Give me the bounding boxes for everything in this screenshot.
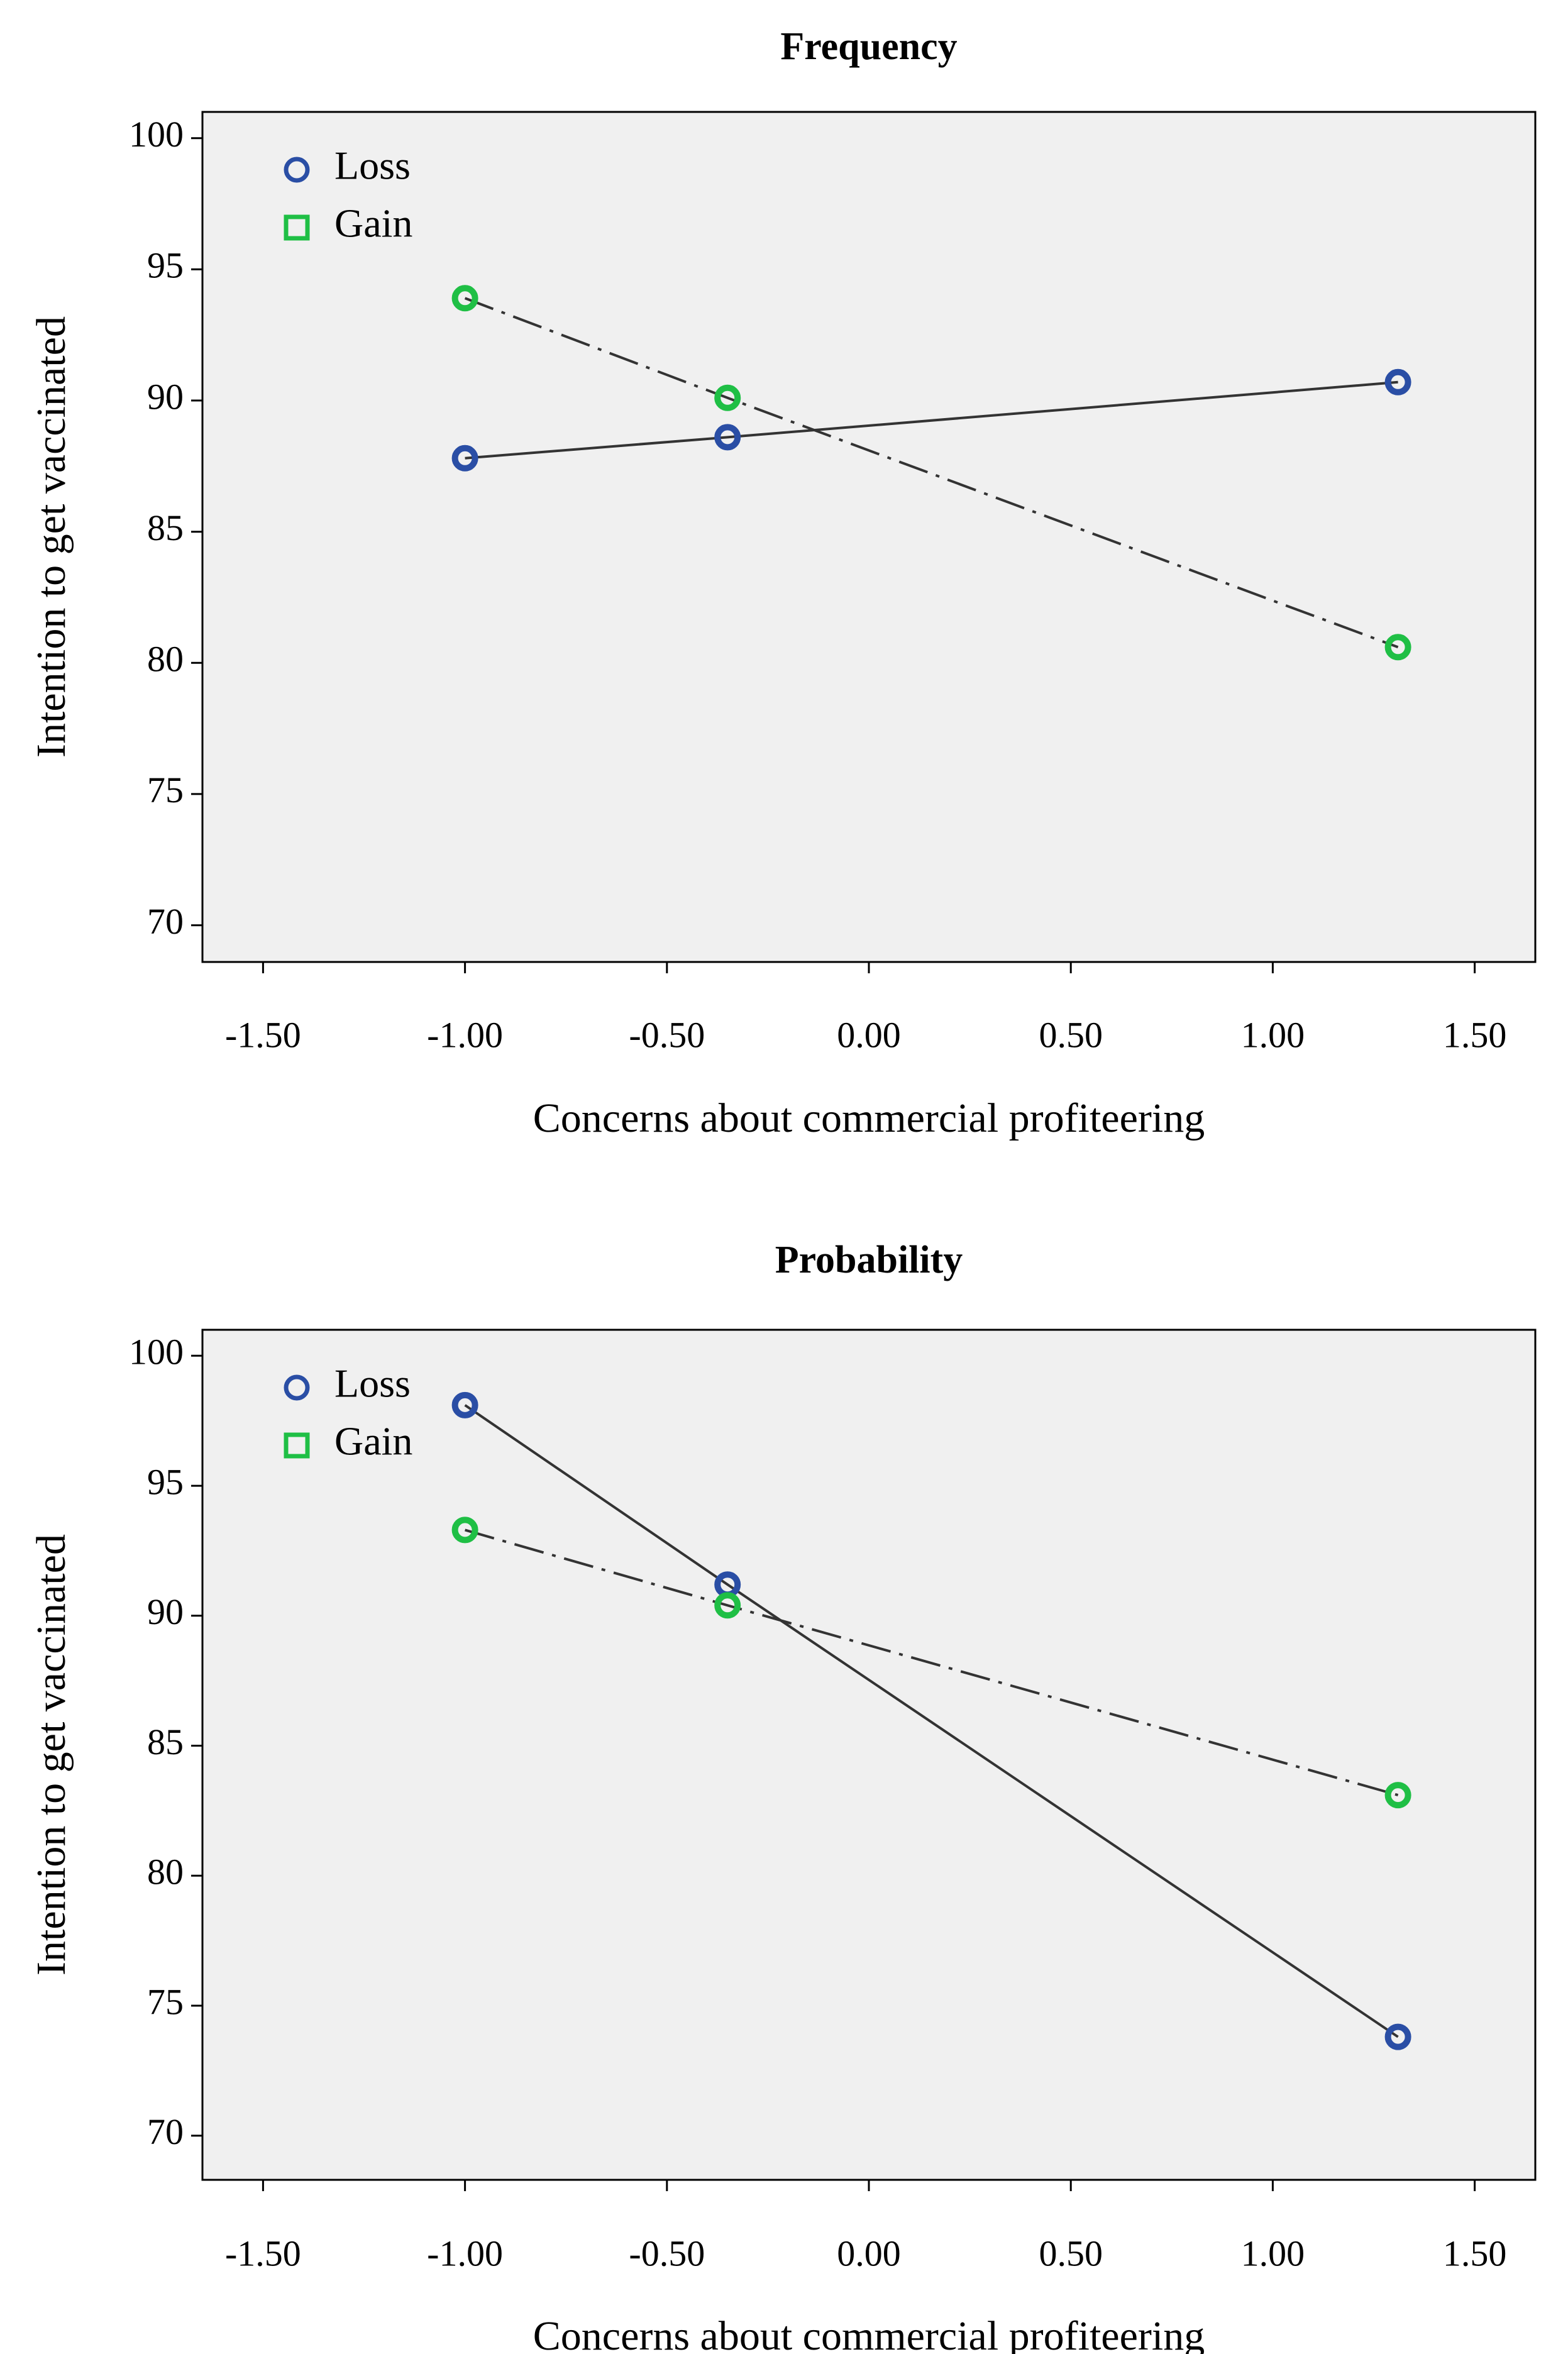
chart-1-point-loss xyxy=(451,1391,478,1418)
chart-1-y-tick-label: 100 xyxy=(129,1332,184,1373)
chart-0-legend-marker-gain xyxy=(284,214,310,241)
chart-0-title: Frequency xyxy=(780,25,957,68)
chart-0-y-tick-label: 85 xyxy=(147,507,184,548)
chart-1-x-tick-label: -1.50 xyxy=(225,2233,301,2274)
chart-0-x-tick-label: -1.00 xyxy=(427,1014,503,1055)
chart-1-plot-area xyxy=(201,1329,1537,2181)
chart-0-x-tick-label: -1.50 xyxy=(225,1014,301,1055)
chart-1-x-tick-label: -1.00 xyxy=(427,2233,503,2274)
chart-1-legend-label-loss: Loss xyxy=(334,1361,411,1406)
chart-0-x-tick-label: 1.00 xyxy=(1241,1014,1305,1055)
chart-1-point-loss xyxy=(1384,2023,1411,2050)
chart-1-point-gain xyxy=(1384,1782,1411,1809)
chart-0-y-tick-label: 70 xyxy=(147,901,184,942)
chart-0-legend-label-loss: Loss xyxy=(334,143,411,188)
chart-1-y-tick-label: 75 xyxy=(147,1981,184,2022)
chart-1-x-tick-label: -0.50 xyxy=(629,2233,705,2274)
chart-1-y-tick-label: 95 xyxy=(147,1461,184,1502)
chart-0-y-tick-label: 90 xyxy=(147,376,184,417)
chart-1-legend-marker-loss xyxy=(284,1374,310,1401)
chart-1-x-tick-label: 0.50 xyxy=(1039,2233,1103,2274)
chart-0-point-gain xyxy=(451,285,478,312)
chart-1-series-line-loss xyxy=(464,1404,1399,2038)
chart-0-point-loss xyxy=(714,424,741,451)
chart-0-point-loss xyxy=(1384,368,1411,395)
chart-1-title: Probability xyxy=(775,1239,963,1281)
chart-0-y-tick-label: 75 xyxy=(147,770,184,810)
chart-0-y-tick-label: 80 xyxy=(147,639,184,680)
chart-1-legend-marker-gain xyxy=(284,1432,310,1459)
chart-1-point-gain xyxy=(451,1517,478,1544)
probability-chart: Probability 70 75 80 85 90 95 100 -1.50 -1.00 -0.5… xyxy=(28,1239,1537,2354)
chart-0-point-gain xyxy=(714,384,741,411)
chart-0-x-tick-label: 0.50 xyxy=(1039,1014,1103,1055)
chart-0-plot-area xyxy=(201,111,1537,963)
chart-1-series-line-gain xyxy=(465,1528,1399,1797)
chart-0-point-loss xyxy=(451,445,478,472)
chart-0-x-tick-label: -0.50 xyxy=(629,1014,705,1055)
chart-0-y-tick-label: 100 xyxy=(129,114,184,155)
chart-1-point-gain xyxy=(714,1592,741,1619)
chart-0-x-tick-label: 1.50 xyxy=(1443,1014,1507,1055)
chart-0-series-line-loss xyxy=(465,380,1398,460)
chart-1-legend-label-gain: Gain xyxy=(334,1419,412,1464)
chart-1-y-axis-label: Intention to get vaccinated xyxy=(28,1534,74,1975)
chart-0-legend-label-gain: Gain xyxy=(334,201,412,246)
chart-0-legend-marker-loss xyxy=(284,157,310,183)
chart-0-y-tick-label: 95 xyxy=(147,245,184,286)
chart-0-point-gain xyxy=(1384,634,1411,661)
chart-1-x-tick-label: 1.50 xyxy=(1443,2233,1507,2274)
chart-0-y-axis-label: Intention to get vaccinated xyxy=(28,316,74,758)
chart-1-y-tick-label: 90 xyxy=(147,1591,184,1632)
chart-1-y-tick-label: 70 xyxy=(147,2111,184,2152)
chart-1-y-tick-label: 80 xyxy=(147,1852,184,1893)
chart-1-x-tick-label: 1.00 xyxy=(1241,2233,1305,2274)
chart-1-y-tick-label: 85 xyxy=(147,1721,184,1762)
chart-1-x-tick-label: 0.00 xyxy=(837,2233,901,2274)
chart-1-x-axis-label: Concerns about commercial profiteering xyxy=(533,2313,1205,2354)
chart-0-series-line-gain xyxy=(464,297,1399,649)
chart-0-x-axis-label: Concerns about commercial profiteering xyxy=(533,1095,1205,1141)
chart-0-x-tick-label: 0.00 xyxy=(837,1014,901,1055)
frequency-chart: Frequency 70 75 80 85 90 95 100 -1.50 -1.00 -0.50 0… xyxy=(28,25,1537,1141)
